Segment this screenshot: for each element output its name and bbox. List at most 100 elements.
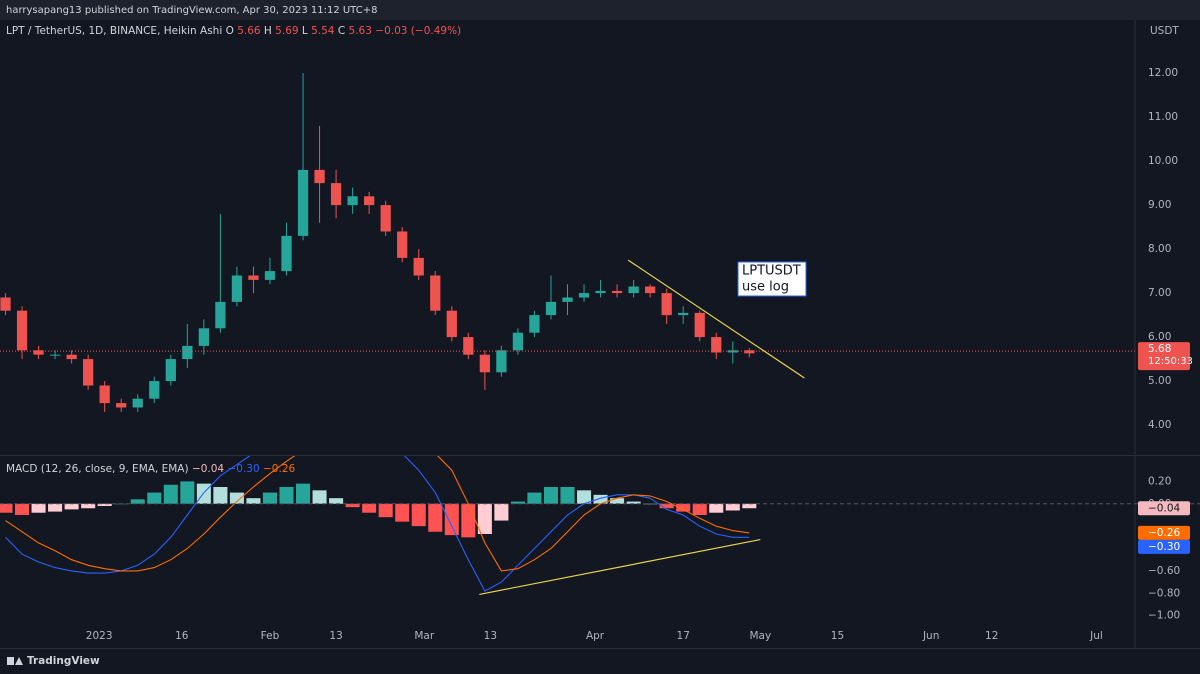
candle-body (645, 286, 656, 294)
histogram-bar (130, 499, 145, 504)
histogram-bar (246, 498, 261, 504)
y-tick-label: −0.60 (1148, 565, 1180, 577)
y-tick-label: 11.00 (1148, 111, 1178, 123)
histogram-bar (742, 503, 757, 509)
symbol-title: LPT / TetherUS, 1D, BINANCE, Heikin Ashi (6, 25, 222, 37)
histogram-bar (296, 483, 311, 504)
header-bar (0, 0, 1200, 20)
candle-body (595, 290, 606, 294)
candle-body (0, 297, 11, 311)
x-tick-label: Jun (922, 630, 939, 642)
legend-value: 5.66 (237, 25, 261, 37)
y-tick-label: 0.20 (1148, 475, 1171, 487)
histogram-bar (494, 503, 509, 521)
value-box (1138, 539, 1190, 554)
histogram-bar (692, 503, 707, 515)
candle-body (512, 332, 524, 351)
candle-body (281, 235, 292, 272)
histogram-bar (560, 486, 575, 504)
candle-body (16, 310, 28, 351)
candle-body (182, 345, 193, 360)
y-tick-label: 12.00 (1148, 67, 1178, 79)
y-tick-label: 7.00 (1148, 287, 1171, 299)
value-box (1138, 501, 1190, 516)
x-tick-label: 16 (175, 630, 189, 642)
histogram-bar (577, 490, 592, 504)
x-tick-label: 17 (677, 630, 690, 642)
histogram-bar (180, 481, 195, 504)
y-tick-label: 9.00 (1148, 199, 1171, 211)
candle-body (116, 403, 127, 408)
annotation-box (737, 261, 807, 297)
histogram-bar (262, 492, 278, 504)
x-tick-label: 15 (831, 630, 844, 642)
candle-body (529, 315, 540, 333)
value-box-label: −0.26 (1148, 527, 1180, 539)
signal-line (5, 456, 750, 572)
brand: TradingView (27, 655, 100, 667)
legend-key: L (302, 25, 308, 37)
histogram-bar (626, 501, 641, 504)
change: −0.03 (375, 25, 407, 37)
candle-body (446, 310, 457, 338)
legend-value: −0.30 (227, 463, 259, 475)
y-tick-label: 4.00 (1148, 419, 1171, 431)
histogram-bar (15, 503, 30, 515)
change-pct: (−0.49%) (411, 25, 461, 37)
x-tick-label: 12 (985, 630, 998, 642)
histogram-bar (163, 484, 178, 504)
histogram-bar (593, 494, 608, 504)
histogram-bar (411, 503, 426, 527)
legend-value: −0.04 (192, 463, 224, 475)
histogram-bar (395, 503, 410, 522)
candle-body (430, 275, 441, 311)
legend-value: 5.54 (311, 25, 335, 37)
histogram-bar (461, 503, 476, 538)
publisher: harrysapang13 published on TradingView.c… (6, 5, 377, 16)
candle-body (49, 354, 61, 356)
histogram-bar (312, 490, 327, 504)
legend: MACD (12, 26, close, 9, EMA, EMA) −0.04 … (6, 463, 295, 475)
candle-body (330, 183, 342, 206)
histogram-bar (428, 503, 443, 532)
indicator-title: MACD (12, 26, close, 9, EMA, EMA) (6, 463, 189, 475)
candle-body (198, 328, 209, 346)
candle-body (132, 398, 143, 408)
legend-key: C (338, 25, 345, 37)
y-tick-label: 5.00 (1148, 375, 1171, 387)
macd-line (5, 456, 750, 592)
y-tick-label: −0.80 (1148, 587, 1180, 599)
x-tick-label: May (749, 630, 771, 642)
axis-unit: USDT (1150, 25, 1179, 37)
y-tick-label: 10.00 (1148, 155, 1178, 167)
x-tick-label: 2023 (86, 630, 113, 642)
histogram-bar (659, 503, 674, 509)
y-tick-label: 6.00 (1148, 331, 1171, 343)
candle-body (364, 196, 375, 206)
candle-body (479, 354, 490, 373)
histogram-bar (229, 492, 244, 504)
candle-body (264, 271, 276, 280)
histogram-bar (48, 503, 63, 512)
last-price-label: 5.68 (1148, 343, 1171, 355)
last-price-box (1138, 342, 1190, 371)
candle-body (314, 169, 325, 184)
y-tick-label: 8.00 (1148, 243, 1171, 255)
legend-value: 5.63 (349, 25, 372, 37)
candle-body (545, 301, 557, 316)
candle-body (66, 354, 77, 360)
price-pane (0, 73, 1135, 412)
histogram-bar (477, 503, 492, 534)
candle-body (397, 231, 408, 258)
x-tick-label: 13 (484, 630, 497, 642)
histogram-bar (676, 503, 691, 512)
value-box (1138, 525, 1190, 540)
histogram-bar (444, 503, 459, 536)
histogram-bar (329, 498, 344, 504)
candle-body (215, 301, 226, 329)
histogram-bar (64, 503, 79, 510)
value-box-label: −0.04 (1148, 502, 1180, 514)
histogram-bar (97, 503, 112, 507)
x-tick-label: Mar (414, 630, 434, 642)
